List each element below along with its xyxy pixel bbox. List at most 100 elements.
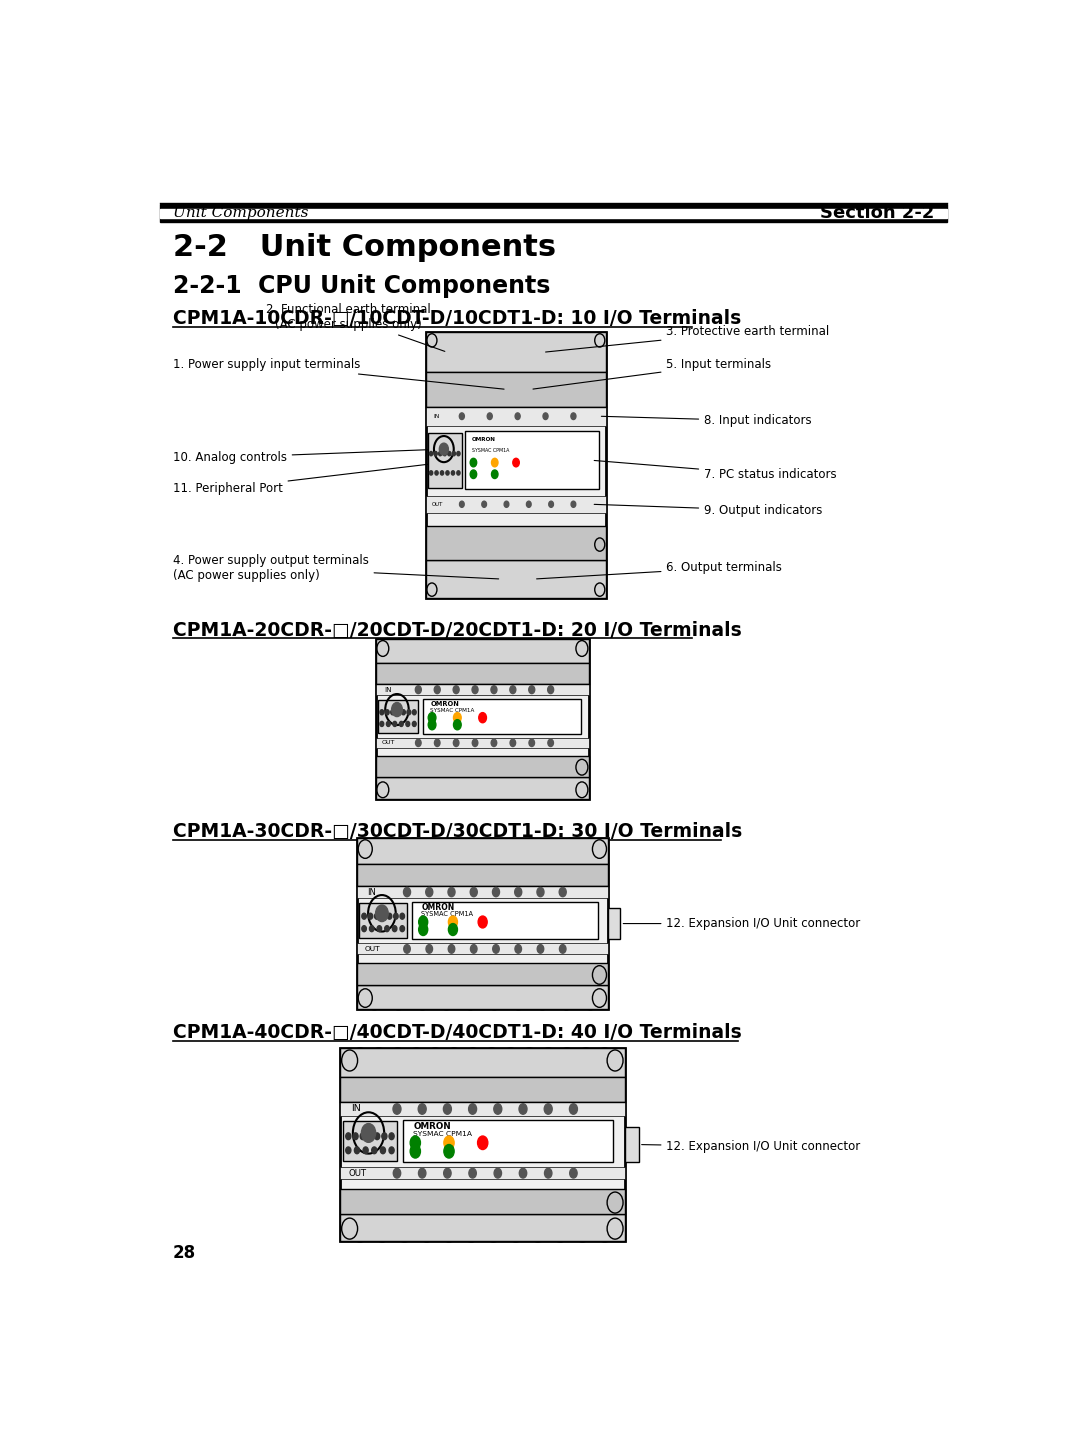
Circle shape — [454, 713, 461, 723]
Circle shape — [444, 1137, 454, 1149]
Circle shape — [394, 669, 401, 677]
Circle shape — [413, 710, 416, 715]
Bar — [356, 885, 608, 898]
Circle shape — [461, 349, 468, 356]
Circle shape — [416, 739, 421, 746]
Circle shape — [422, 1221, 432, 1234]
Text: SYSMAC CPM1A: SYSMAC CPM1A — [472, 448, 510, 453]
Circle shape — [570, 1168, 577, 1178]
Bar — [376, 684, 589, 696]
Circle shape — [513, 349, 518, 356]
Circle shape — [549, 540, 554, 547]
Bar — [624, 1126, 639, 1162]
Circle shape — [513, 540, 518, 547]
Circle shape — [410, 1145, 420, 1158]
Circle shape — [386, 710, 389, 715]
Circle shape — [388, 913, 392, 920]
Circle shape — [450, 762, 457, 771]
Circle shape — [599, 1056, 609, 1069]
Bar — [426, 333, 606, 597]
Circle shape — [393, 1056, 403, 1069]
Circle shape — [554, 969, 562, 979]
Circle shape — [565, 349, 570, 356]
Text: Section 2-2: Section 2-2 — [820, 204, 934, 222]
Bar — [340, 1190, 624, 1214]
Circle shape — [362, 1124, 376, 1142]
Bar — [340, 1167, 624, 1180]
Circle shape — [419, 924, 428, 936]
Circle shape — [390, 845, 399, 857]
Circle shape — [378, 969, 386, 979]
Circle shape — [419, 916, 428, 928]
Circle shape — [544, 1104, 552, 1114]
Bar — [360, 903, 407, 938]
Bar — [426, 406, 606, 426]
Circle shape — [435, 349, 442, 356]
Circle shape — [469, 646, 476, 656]
Circle shape — [368, 913, 373, 920]
Circle shape — [418, 1168, 426, 1178]
Circle shape — [402, 710, 405, 715]
Circle shape — [491, 458, 498, 466]
Circle shape — [387, 722, 390, 726]
Circle shape — [495, 1168, 501, 1178]
Circle shape — [472, 739, 477, 746]
Circle shape — [471, 944, 477, 953]
Text: 2-2-1  CPU Unit Components: 2-2-1 CPU Unit Components — [173, 274, 550, 298]
Text: 6. Output terminals: 6. Output terminals — [537, 561, 782, 578]
Circle shape — [380, 710, 383, 715]
Circle shape — [393, 913, 399, 920]
Circle shape — [404, 887, 410, 897]
Circle shape — [581, 1056, 591, 1069]
Circle shape — [429, 720, 436, 730]
Circle shape — [480, 762, 486, 771]
Bar — [340, 1102, 624, 1116]
Circle shape — [571, 413, 576, 419]
Text: SYSMAC CPM1A: SYSMAC CPM1A — [431, 707, 475, 713]
Text: 5. Input terminals: 5. Input terminals — [534, 357, 771, 389]
Circle shape — [469, 845, 476, 857]
Circle shape — [468, 1083, 476, 1095]
Circle shape — [380, 722, 383, 726]
Circle shape — [562, 992, 570, 1003]
Bar — [356, 986, 608, 1009]
Circle shape — [501, 1195, 510, 1207]
Circle shape — [355, 1221, 365, 1234]
Circle shape — [487, 413, 492, 419]
Circle shape — [491, 686, 497, 693]
Circle shape — [442, 992, 450, 1003]
Text: 11. Peripheral Port: 11. Peripheral Port — [173, 461, 459, 495]
Circle shape — [448, 845, 457, 857]
Circle shape — [516, 669, 522, 677]
Circle shape — [443, 669, 449, 677]
Circle shape — [559, 887, 566, 897]
Bar — [376, 776, 589, 799]
Circle shape — [410, 1137, 420, 1149]
Circle shape — [400, 1221, 409, 1234]
Circle shape — [433, 1195, 441, 1207]
Circle shape — [346, 1132, 351, 1139]
Circle shape — [494, 1104, 502, 1114]
Circle shape — [544, 1168, 552, 1178]
Circle shape — [529, 686, 535, 693]
Circle shape — [563, 1056, 572, 1069]
Circle shape — [571, 501, 576, 508]
Circle shape — [556, 870, 564, 880]
Circle shape — [529, 969, 537, 979]
Text: CPM1A-10CDR-□/10CDT-D/10CDT1-D: 10 I/O Terminals: CPM1A-10CDR-□/10CDT-D/10CDT1-D: 10 I/O T… — [173, 309, 741, 329]
Circle shape — [346, 1147, 351, 1154]
Bar — [413, 901, 598, 940]
Circle shape — [592, 1195, 600, 1207]
Circle shape — [411, 1056, 421, 1069]
Circle shape — [559, 944, 566, 953]
Circle shape — [418, 1104, 427, 1114]
Circle shape — [426, 887, 433, 897]
Circle shape — [518, 784, 525, 792]
Circle shape — [369, 926, 374, 931]
Circle shape — [374, 1056, 383, 1069]
Circle shape — [540, 669, 546, 677]
Circle shape — [478, 713, 486, 723]
Bar — [356, 963, 608, 986]
Circle shape — [539, 349, 544, 356]
Circle shape — [470, 458, 476, 466]
